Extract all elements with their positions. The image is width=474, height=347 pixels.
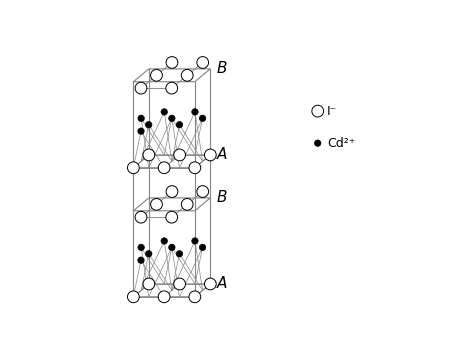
Text: I⁻: I⁻ — [327, 104, 337, 118]
Circle shape — [166, 82, 178, 94]
Circle shape — [138, 244, 144, 251]
Circle shape — [312, 105, 324, 117]
Circle shape — [158, 162, 170, 174]
Circle shape — [143, 149, 155, 161]
Circle shape — [166, 57, 178, 68]
Circle shape — [182, 198, 193, 210]
Text: Cd²⁺: Cd²⁺ — [327, 137, 356, 150]
Circle shape — [192, 109, 198, 115]
Circle shape — [169, 115, 175, 121]
Circle shape — [204, 149, 216, 161]
Circle shape — [128, 291, 139, 303]
Circle shape — [192, 238, 198, 244]
Circle shape — [151, 198, 163, 210]
Circle shape — [138, 115, 144, 121]
Circle shape — [151, 69, 163, 81]
Circle shape — [161, 238, 167, 244]
Circle shape — [174, 278, 185, 290]
Circle shape — [197, 57, 209, 68]
Text: B: B — [217, 191, 228, 205]
Circle shape — [189, 162, 201, 174]
Circle shape — [138, 128, 144, 134]
Circle shape — [174, 149, 185, 161]
Circle shape — [146, 251, 152, 257]
Circle shape — [197, 186, 209, 197]
Text: B: B — [217, 61, 228, 76]
Circle shape — [166, 211, 178, 223]
Circle shape — [138, 257, 144, 263]
Circle shape — [135, 211, 147, 223]
Circle shape — [315, 140, 321, 146]
Text: A: A — [217, 147, 228, 162]
Circle shape — [200, 244, 206, 251]
Circle shape — [146, 121, 152, 128]
Circle shape — [169, 244, 175, 251]
Circle shape — [200, 115, 206, 121]
Text: A: A — [217, 277, 228, 291]
Circle shape — [182, 69, 193, 81]
Circle shape — [135, 82, 147, 94]
Circle shape — [176, 251, 182, 257]
Circle shape — [158, 291, 170, 303]
Circle shape — [161, 109, 167, 115]
Circle shape — [143, 278, 155, 290]
Circle shape — [176, 121, 182, 128]
Circle shape — [128, 162, 139, 174]
Circle shape — [189, 291, 201, 303]
Circle shape — [204, 278, 216, 290]
Circle shape — [166, 186, 178, 197]
